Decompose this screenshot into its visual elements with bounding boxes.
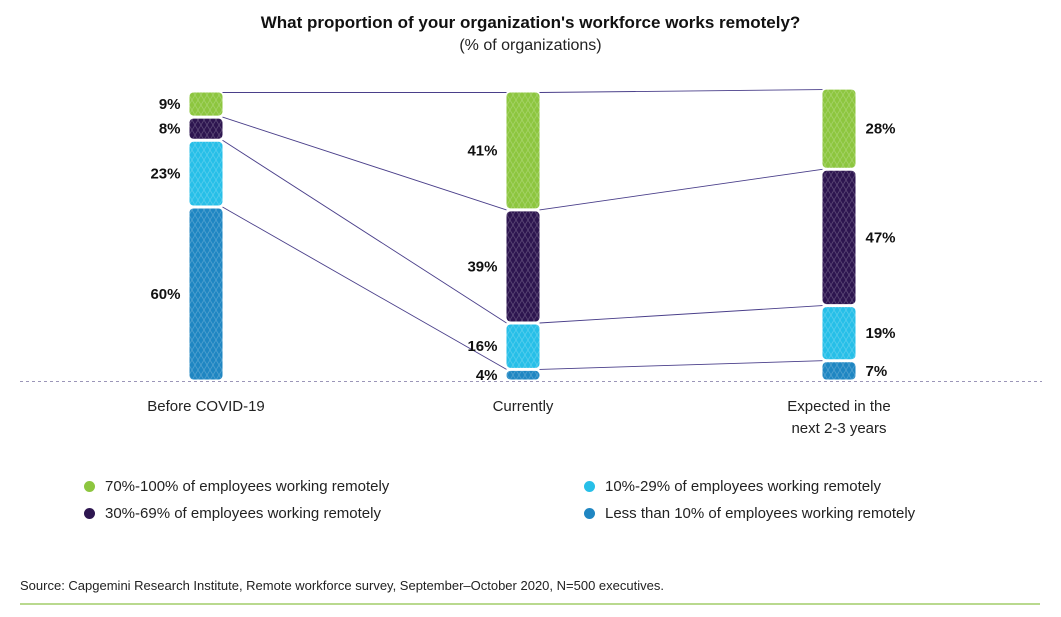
legend-item: 10%-29% of employees working remotely [584,478,881,495]
legend-item: 30%-69% of employees working remotely [84,505,381,522]
bar-segment [822,170,856,305]
source-note: Source: Capgemini Research Institute, Re… [20,578,664,593]
bar-segment [189,208,223,380]
legend-dot-icon [84,481,95,492]
value-label: 41% [467,142,497,159]
legend-label: 10%-29% of employees working remotely [605,478,881,495]
bar-segment [189,141,223,206]
value-label: 8% [159,121,181,138]
connector-line [539,168,823,211]
legend-item: 70%-100% of employees working remotely [84,478,389,495]
connector-line [222,206,507,370]
legend-dot-icon [584,508,595,519]
chart-title: What proportion of your organization's w… [260,13,801,32]
value-label: 9% [159,96,181,113]
value-label: 28% [866,121,896,138]
value-label: 19% [866,325,896,342]
legend-dot-icon [84,508,95,519]
bar-segment [506,370,540,380]
connector-line [222,139,507,324]
legend-label: Less than 10% of employees working remot… [605,505,916,522]
connector-group [222,89,823,370]
legend-label: 70%-100% of employees working remotely [105,478,390,495]
bar-segment [506,324,540,368]
value-label: 47% [866,229,896,246]
connector-line [539,360,823,370]
bar-segment [506,92,540,209]
bar-group [189,89,856,380]
chart-subtitle: (% of organizations) [459,37,602,54]
legend-label: 30%-69% of employees working remotely [105,505,381,522]
value-label: 16% [467,338,497,355]
value-label: 60% [150,286,180,303]
bar-segment [822,307,856,360]
category-label: Expected in the next 2-3 years [787,398,890,437]
bar-segment [506,211,540,322]
axis-group: Before COVID-19 Currently Expected in the n… [20,381,1042,437]
connector-line [539,305,823,324]
footer-divider [20,603,1040,605]
value-label-group: 60% 23% 8% 9% 4% 16% 39% 41% 7% 19% 47% 28% [150,96,895,384]
value-label: 7% [866,363,888,380]
category-label: Before COVID-19 [147,398,265,415]
connector-line [539,89,823,93]
bar-segment [189,92,223,116]
category-label: Currently [493,398,554,415]
value-label: 39% [467,258,497,275]
bar-segment [822,362,856,380]
value-label: 23% [150,166,180,183]
stacked-bar-chart: 60% 23% 8% 9% 4% 16% 39% 41% 7% 19% 47% 28% Before … [20,89,1042,437]
bar-segment [189,118,223,139]
legend-dot-icon [584,481,595,492]
bar-segment [822,89,856,168]
value-label: 4% [476,367,498,384]
legend-item: Less than 10% of employees working remot… [584,505,915,522]
connector-line [222,116,507,211]
